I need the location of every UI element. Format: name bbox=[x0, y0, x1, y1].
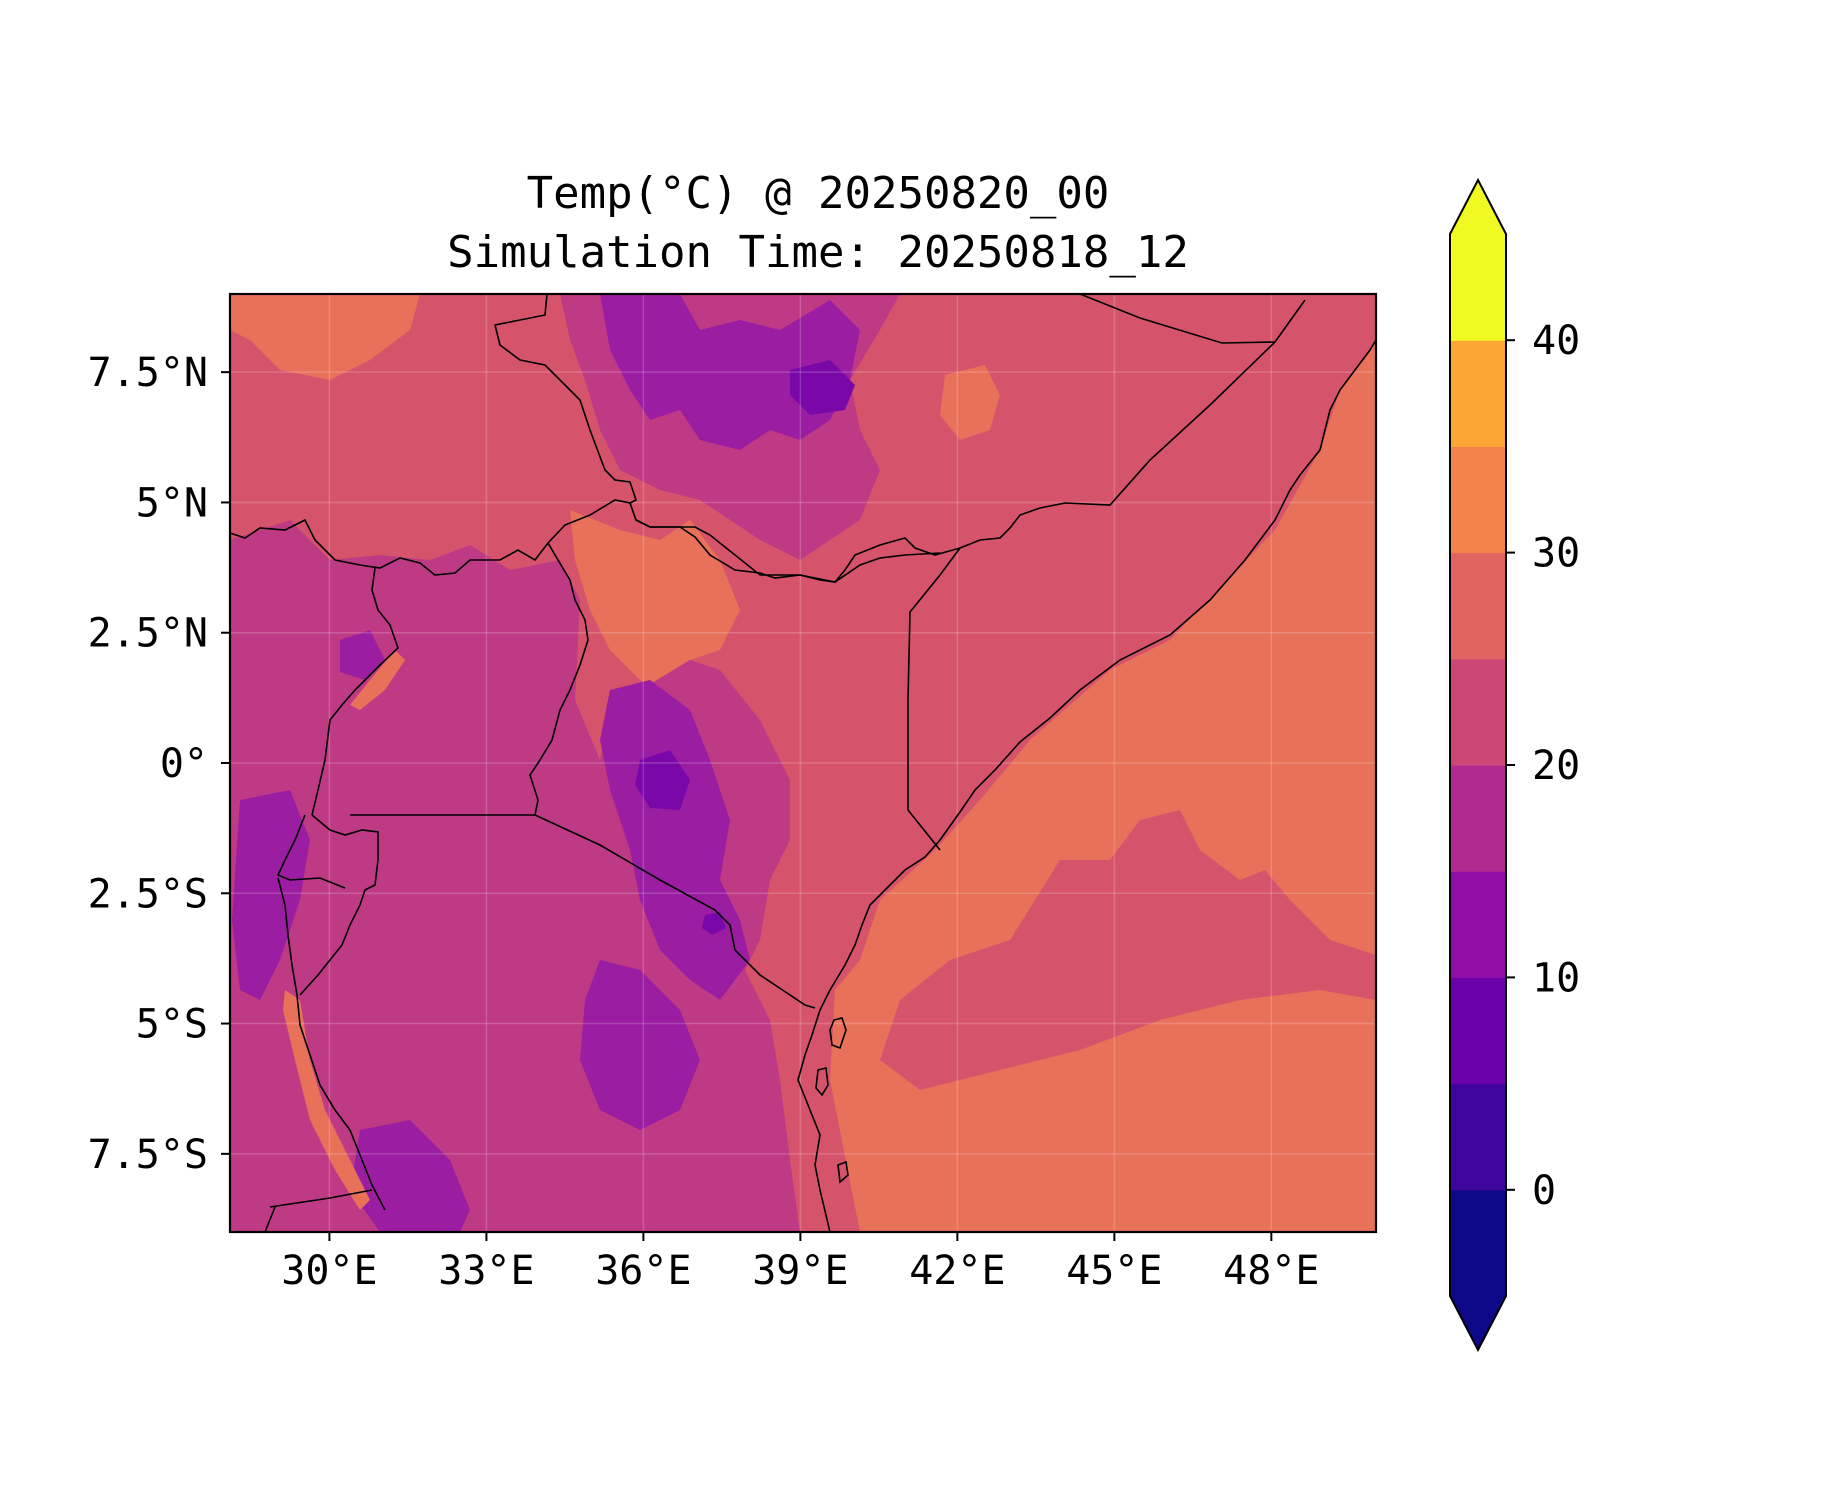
border-south-sudan-ethiopia bbox=[494, 294, 637, 504]
border-drc-tanzania-lake bbox=[277, 877, 386, 1211]
pemba-island bbox=[815, 1067, 829, 1097]
border-kenya-somalia bbox=[907, 547, 961, 851]
lat-tick-label: 0° bbox=[160, 741, 208, 787]
border-south-sudan-north bbox=[230, 499, 961, 583]
border-rwanda-burundi bbox=[299, 814, 379, 996]
ocean-cool-intrusion bbox=[880, 810, 1376, 1090]
border-uganda-drc bbox=[311, 567, 399, 816]
map-title-line-1: Temp(°C) @ 20250820_00 bbox=[526, 168, 1110, 219]
lon-tick-label: 48°E bbox=[1223, 1248, 1319, 1294]
colorbar-segment bbox=[1450, 340, 1506, 447]
lat-tick-label: 2.5°S bbox=[88, 871, 208, 917]
border-rwanda-loop bbox=[276, 814, 346, 889]
border-kenya-tanzania bbox=[534, 814, 816, 1009]
uganda-cold-spot bbox=[340, 630, 385, 680]
lat-tick-label: 5°N bbox=[136, 480, 208, 526]
border-uganda-kenya bbox=[529, 542, 589, 816]
coastline-east-africa bbox=[797, 339, 1376, 1232]
colorbar-tick-label: 20 bbox=[1532, 743, 1580, 789]
lon-tick-label: 33°E bbox=[438, 1248, 534, 1294]
zanzibar-island bbox=[829, 1017, 847, 1050]
lake-tanganyika-warm bbox=[283, 990, 370, 1210]
colorbar-segment bbox=[1450, 1189, 1506, 1297]
colorbar-segment bbox=[1450, 977, 1506, 1085]
colorbar-tick-label: 10 bbox=[1532, 955, 1580, 1001]
lon-tick-label: 39°E bbox=[752, 1248, 848, 1294]
border-ethiopia-somalia bbox=[959, 299, 1306, 549]
lon-tick-label: 42°E bbox=[909, 1248, 1005, 1294]
colorbar-over-extension bbox=[1450, 180, 1506, 234]
lat-tick-label: 7.5°N bbox=[88, 350, 208, 396]
ethiopia-coldest-spot bbox=[790, 360, 855, 415]
colorbar-segment bbox=[1450, 446, 1506, 554]
temperature-field bbox=[230, 294, 1376, 1232]
country-borders bbox=[230, 294, 1376, 1232]
colorbar-segment bbox=[1450, 658, 1506, 766]
border-ethiopia-kenya bbox=[635, 519, 941, 583]
map-gridlines bbox=[230, 294, 1376, 1232]
border-zambia bbox=[269, 1189, 373, 1208]
lon-tick-label: 30°E bbox=[281, 1248, 377, 1294]
mafia-island bbox=[837, 1160, 849, 1184]
lon-tick-label: 45°E bbox=[1066, 1248, 1162, 1294]
colorbar-segment bbox=[1450, 1083, 1506, 1191]
kilimanjaro-cold-spot bbox=[702, 912, 726, 935]
colorbar-segment bbox=[1450, 234, 1506, 341]
map-title-line-2: Simulation Time: 20250818_12 bbox=[447, 227, 1189, 278]
somalia-warm-blob bbox=[940, 365, 1000, 440]
lake-albert-warm bbox=[350, 650, 405, 710]
colorbar-tick-label: 30 bbox=[1532, 531, 1580, 577]
colorbar-segment bbox=[1450, 552, 1506, 660]
west-rift-cold-zone bbox=[232, 790, 310, 1000]
border-zambia-tip bbox=[264, 1206, 276, 1232]
colorbar-segment bbox=[1450, 871, 1506, 978]
lon-tick-label: 36°E bbox=[595, 1248, 691, 1294]
border-ethiopia-somaliland bbox=[1079, 294, 1276, 344]
southwest-cold-zone bbox=[350, 1120, 470, 1232]
lat-tick-label: 7.5°S bbox=[88, 1132, 208, 1178]
longitude-ticks: 30°E 33°E 36°E 39°E 42°E 45°E 48°E bbox=[281, 1232, 1320, 1294]
colorbar-tick-label: 40 bbox=[1532, 318, 1580, 364]
lat-tick-label: 2.5°N bbox=[88, 611, 208, 657]
north-kenya-warm bbox=[570, 510, 740, 690]
latitude-ticks: 7.5°N 5°N 2.5°N 0° 2.5°S 5°S 7.5°S bbox=[88, 350, 230, 1178]
colorbar-segment bbox=[1450, 765, 1506, 872]
kenya-coldest-spot bbox=[635, 750, 690, 810]
tanzania-cold-zone bbox=[580, 960, 700, 1130]
ethiopia-cold-zone bbox=[600, 294, 860, 450]
colorbar-tick-label: 0 bbox=[1532, 1168, 1556, 1214]
colorbar-under-extension bbox=[1450, 1296, 1506, 1350]
lat-tick-label: 5°S bbox=[136, 1002, 208, 1048]
south-sudan-warm bbox=[230, 294, 420, 380]
colorbar: 0 10 20 30 40 bbox=[1449, 177, 1580, 1353]
colorbar-outline bbox=[1449, 177, 1507, 1353]
